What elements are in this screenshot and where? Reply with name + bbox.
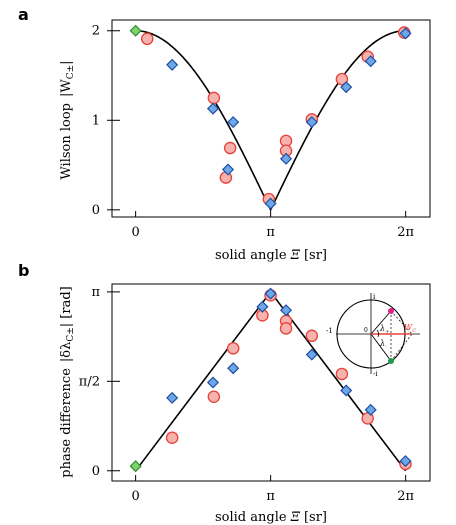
inset-label-lambda-plus: λ+ (379, 324, 389, 335)
data-point-diamond (399, 27, 412, 40)
inset-label-minus-one: -1 (326, 327, 333, 335)
x-tick-label: π (266, 225, 275, 240)
y-tick-label: 2 (92, 24, 100, 39)
panel-a: a 0 π 2π 0 1 2 solid angle Ξ [sr] Wilson loop… (18, 5, 431, 263)
inset-label-i: i (373, 293, 376, 301)
inset-label-minus-i: -i (373, 370, 378, 378)
unit-circle-inset: i -i -1 0 λ+ λ- WC (326, 293, 420, 378)
data-point-circle (207, 390, 221, 403)
data-point-diamond (340, 384, 353, 397)
panel-b: b 0 π 2π 0 π/2 π solid angle Ξ [sr] phase dif… (18, 261, 431, 525)
inset-label-lambda-minus: λ- (379, 339, 387, 350)
data-point-circle (226, 342, 240, 355)
data-point-green-diamond (129, 460, 142, 473)
y-tick-label: π/2 (79, 374, 100, 389)
data-point-circle (223, 141, 237, 155)
inset-vector-plus (370, 310, 392, 335)
data-point-circle (335, 367, 349, 381)
data-point-green-diamond (129, 24, 142, 37)
panel-b-letter: b (18, 261, 29, 280)
inset-angle-arc (376, 329, 379, 338)
panel-a-letter: a (18, 5, 29, 24)
panel-a-y-axis-label: Wilson loop|WC±| (59, 60, 76, 179)
panel-a-marks (129, 24, 412, 210)
data-point-diamond (279, 304, 293, 317)
data-point-diamond (206, 376, 220, 389)
y-tick-label: 0 (92, 464, 100, 479)
data-point-diamond (206, 102, 220, 115)
y-tick-label: 1 (92, 113, 100, 128)
data-point-diamond (227, 362, 240, 375)
y-tick-label: 0 (92, 203, 100, 218)
inset-point-minus (388, 358, 394, 364)
x-tick-label: 2π (397, 225, 414, 240)
data-point-diamond (364, 55, 377, 68)
inset-dashed-lower (390, 333, 413, 362)
panel-b-marks (129, 287, 412, 473)
data-point-diamond (166, 58, 179, 71)
data-point-diamond (305, 348, 318, 361)
data-point-circle (165, 431, 179, 444)
data-point-circle (305, 329, 319, 343)
panel-b-y-axis-label: phase difference|δλC±| [rad] (59, 286, 76, 477)
data-point-diamond (227, 116, 240, 129)
x-tick-label: 2π (397, 489, 414, 504)
x-tick-label: 0 (131, 489, 139, 504)
data-point-circle (335, 72, 349, 86)
panel-b-x-axis-label: solid angle Ξ [sr] (215, 510, 327, 525)
data-point-diamond (305, 116, 318, 129)
data-point-diamond (364, 403, 377, 416)
panel-a-tick-labels: 0 π 2π 0 1 2 (92, 24, 415, 240)
panel-a-theory-curve (135, 29, 406, 212)
data-point-diamond (279, 152, 293, 165)
panel-a-x-axis-label: solid angle Ξ [sr] (215, 248, 327, 263)
data-point-diamond (340, 81, 353, 94)
y-tick-label: π (91, 285, 100, 300)
inset-label-zero: 0 (364, 327, 368, 334)
panel-b-tick-labels: 0 π 2π 0 π/2 π (79, 285, 415, 504)
data-point-circle (279, 322, 293, 335)
data-point-circle (140, 32, 154, 46)
data-point-diamond (264, 197, 277, 210)
data-point-diamond (221, 163, 235, 176)
data-point-diamond (256, 300, 269, 313)
panel-b-frame (111, 283, 431, 482)
inset-point-plus (388, 308, 394, 314)
data-point-diamond (264, 287, 277, 300)
panel-a-frame (111, 19, 431, 218)
panel-a-ticks (107, 30, 407, 217)
panel-b-ticks (107, 291, 407, 481)
data-point-diamond (399, 455, 412, 468)
inset-label-wc: WC (404, 323, 416, 334)
x-tick-label: 0 (131, 225, 139, 240)
panel-b-theory-curve (134, 290, 407, 472)
x-tick-label: π (266, 489, 275, 504)
data-point-circle (207, 91, 221, 105)
data-point-diamond (166, 391, 179, 404)
inset-vector-minus (370, 333, 392, 362)
inset-dashed-upper (390, 310, 413, 335)
